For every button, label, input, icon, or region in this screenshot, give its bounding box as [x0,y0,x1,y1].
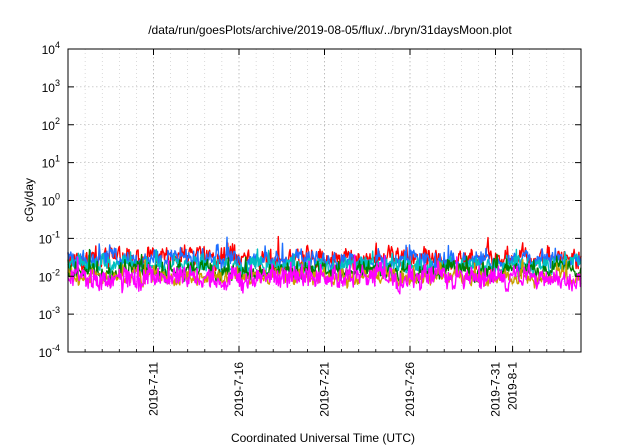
x-tick-label: 2019-7-31 [489,362,503,417]
plot-frame [67,48,582,353]
y-tick-label: 10-1 [39,229,60,246]
x-tick-label: 2019-7-16 [232,362,246,417]
x-axis-label: Coordinated Universal Time (UTC) [231,431,415,445]
y-tick-label: 102 [42,116,60,133]
y-tick-label: 10-3 [39,305,60,322]
axes: 10-4 10-3 10-2 10-1 100 101 102 103 104 2019-7-11… [39,40,581,417]
x-tick-label: 2019-7-11 [147,362,161,416]
series-line-5 [67,254,582,295]
y-tick-label: 10-2 [39,267,60,284]
y-tick-label: 101 [42,154,60,171]
chart-title: /data/run/goesPlots/archive/2019-08-05/f… [148,23,512,37]
y-axis-label: cGy/day [22,178,36,222]
grid [68,49,581,352]
x-tick-label: 2019-8-1 [506,362,520,410]
data-series [67,235,582,295]
y-tick-label: 103 [42,78,60,95]
y-tick-label: 100 [42,192,60,209]
y-tick-label: 104 [42,40,60,57]
x-tick-label: 2019-7-21 [318,362,332,417]
x-tick-label: 2019-7-26 [403,362,417,417]
y-tick-label: 10-4 [39,343,60,360]
